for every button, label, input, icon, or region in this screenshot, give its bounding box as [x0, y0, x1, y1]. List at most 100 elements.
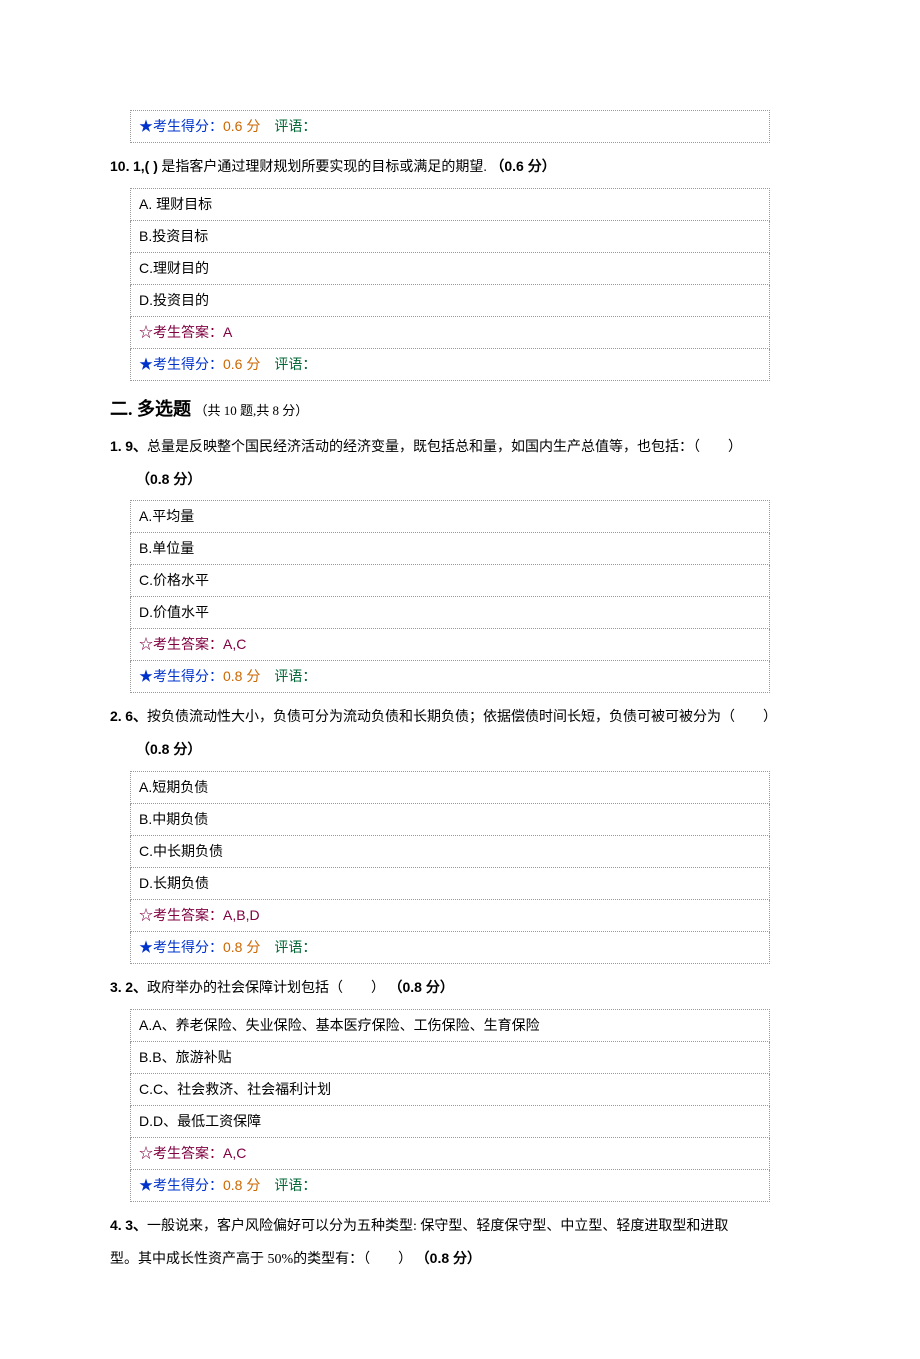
question-stem: 是指客户通过理财规划所要实现的目标或满足的期望.	[161, 160, 487, 175]
section-label: 二. 多选题	[110, 399, 191, 419]
comment-label: 评语：	[274, 668, 316, 684]
star-filled-icon: ★	[139, 939, 153, 955]
option-row: B.单位量	[131, 533, 770, 565]
comment-label: 评语：	[274, 1177, 316, 1193]
score-label: 考生得分：	[153, 668, 223, 684]
question-stem: 政府举办的社会保障计划包括（ ）	[147, 981, 385, 996]
question-number: 4.	[110, 1217, 122, 1233]
option-letter: A.	[139, 779, 152, 795]
option-row: C.价格水平	[131, 565, 770, 597]
option-row: C.中长期负债	[131, 835, 770, 867]
option-letter: B.	[139, 228, 152, 244]
score-value: 0.8 分	[223, 668, 260, 684]
option-letter: C.	[139, 1081, 153, 1097]
answer-value: A	[223, 324, 232, 340]
star-open-icon: ☆	[139, 1145, 153, 1161]
question-mq1: 1. 9、总量是反映整个国民经济活动的经济变量，既包括总和量，如国内生产总值等，…	[110, 431, 810, 497]
question-stem: 按负债流动性大小，负债可分为流动负债和长期负债；依据偿债时间长短，负债可被可被分…	[147, 710, 777, 725]
q10-options-table: A. 理财目标 B.投资目标 C.理财目的 D.投资目的 ☆考生答案：A ★考生…	[130, 188, 770, 381]
option-letter: D.	[139, 292, 153, 308]
comment-label: 评语：	[274, 356, 316, 372]
option-text: 理财目标	[152, 196, 212, 212]
comment-label: 评语：	[274, 939, 316, 955]
option-text: 中长期负债	[153, 843, 223, 859]
mq3-options-table: A.A、养老保险、失业保险、基本医疗保险、工伤保险、生育保险 B.B、旅游补贴 …	[130, 1009, 770, 1202]
star-filled-icon: ★	[139, 356, 153, 372]
option-letter: B.	[139, 1049, 152, 1065]
option-text: 单位量	[152, 540, 194, 556]
option-letter: A.	[139, 196, 152, 212]
prev-score-table: ★考生得分：0.6 分 评语：	[130, 110, 770, 143]
question-number: 10.	[110, 158, 129, 174]
answer-label: 考生答案：	[153, 907, 223, 923]
question-mq4: 4. 3、一般说来，客户风险偏好可以分为五种类型: 保守型、轻度保守型、中立型、…	[110, 1210, 810, 1243]
option-letter: D.	[139, 875, 153, 891]
answer-label: 考生答案：	[153, 636, 223, 652]
question-stem: 总量是反映整个国民经济活动的经济变量，既包括总和量，如国内生产总值等，也包括：（…	[147, 440, 742, 455]
score-row: ★考生得分：0.6 分 评语：	[131, 111, 770, 143]
score-value: 0.8 分	[223, 1177, 260, 1193]
question-mq3: 3. 2、政府举办的社会保障计划包括（ ） （0.8 分）	[110, 972, 810, 1005]
option-row: A.A、养老保险、失业保险、基本医疗保险、工伤保险、生育保险	[131, 1009, 770, 1041]
option-letter: D.	[139, 1113, 153, 1129]
question-subnumber: 1,( )	[133, 158, 158, 174]
option-letter: A.	[139, 508, 152, 524]
option-row: A. 理财目标	[131, 188, 770, 220]
option-text: C、社会救济、社会福利计划	[153, 1081, 331, 1097]
option-letter: B.	[139, 540, 152, 556]
option-text: 价值水平	[153, 604, 209, 620]
option-row: D.D、最低工资保障	[131, 1105, 770, 1137]
score-row: ★考生得分：0.8 分 评语：	[131, 661, 770, 693]
option-letter: D.	[139, 604, 153, 620]
score-row: ★考生得分：0.8 分 评语：	[131, 1169, 770, 1201]
option-row: D.价值水平	[131, 597, 770, 629]
answer-value: A,B,D	[223, 907, 260, 923]
answer-row: ☆考生答案：A,C	[131, 629, 770, 661]
answer-row: ☆考生答案：A	[131, 316, 770, 348]
option-row: C.理财目的	[131, 252, 770, 284]
score-value: 0.8 分	[223, 939, 260, 955]
answer-row: ☆考生答案：A,B,D	[131, 899, 770, 931]
option-row: C.C、社会救济、社会福利计划	[131, 1073, 770, 1105]
option-row: D.长期负债	[131, 867, 770, 899]
question-points: （0.8 分）	[136, 471, 201, 487]
option-text: D、最低工资保障	[153, 1113, 261, 1129]
mq2-options-table: A.短期负债 B.中期负债 C.中长期负债 D.长期负债 ☆考生答案：A,B,D…	[130, 771, 770, 964]
star-open-icon: ☆	[139, 636, 153, 652]
page: ★考生得分：0.6 分 评语： 10. 1,( ) 是指客户通过理财规划所要实现…	[0, 0, 920, 1359]
option-letter: B.	[139, 811, 152, 827]
question-mq2: 2. 6、按负债流动性大小，负债可分为流动负债和长期负债；依据偿债时间长短，负债…	[110, 701, 810, 767]
score-label: 考生得分：	[153, 1177, 223, 1193]
score-label: 考生得分：	[153, 356, 223, 372]
question-points: （0.8 分）	[388, 979, 453, 995]
question-stem-line1: 一般说来，客户风险偏好可以分为五种类型: 保守型、轻度保守型、中立型、轻度进取型…	[147, 1219, 728, 1234]
option-text: 平均量	[152, 508, 194, 524]
score-label: 考生得分：	[153, 939, 223, 955]
question-number: 2.	[110, 708, 122, 724]
answer-label: 考生答案：	[153, 324, 223, 340]
section-meta: （共 10 题,共 8 分）	[195, 403, 309, 418]
question-subnumber: 3、	[125, 1217, 147, 1233]
option-letter: C.	[139, 260, 153, 276]
option-text: 价格水平	[153, 572, 209, 588]
question-subnumber: 9、	[125, 438, 147, 454]
question-stem-line2: 型。其中成长性资产高于 50%的类型有：（ ）	[110, 1252, 412, 1267]
star-filled-icon: ★	[139, 1177, 153, 1193]
star-filled-icon: ★	[139, 118, 153, 134]
option-text: B、旅游补贴	[152, 1049, 231, 1065]
option-row: B.中期负债	[131, 803, 770, 835]
mq1-options-table: A.平均量 B.单位量 C.价格水平 D.价值水平 ☆考生答案：A,C ★考生得…	[130, 500, 770, 693]
score-row: ★考生得分：0.6 分 评语：	[131, 348, 770, 380]
option-text: 短期负债	[152, 779, 208, 795]
option-text: 理财目的	[153, 260, 209, 276]
star-open-icon: ☆	[139, 324, 153, 340]
option-letter: A.	[139, 1017, 152, 1033]
answer-label: 考生答案：	[153, 1145, 223, 1161]
question-number: 3.	[110, 979, 122, 995]
star-filled-icon: ★	[139, 668, 153, 684]
score-label: 考生得分：	[153, 118, 223, 134]
score-value: 0.6 分	[223, 118, 260, 134]
option-row: A.短期负债	[131, 771, 770, 803]
question-points: （0.8 分）	[136, 741, 201, 757]
question-subnumber: 2、	[125, 979, 147, 995]
